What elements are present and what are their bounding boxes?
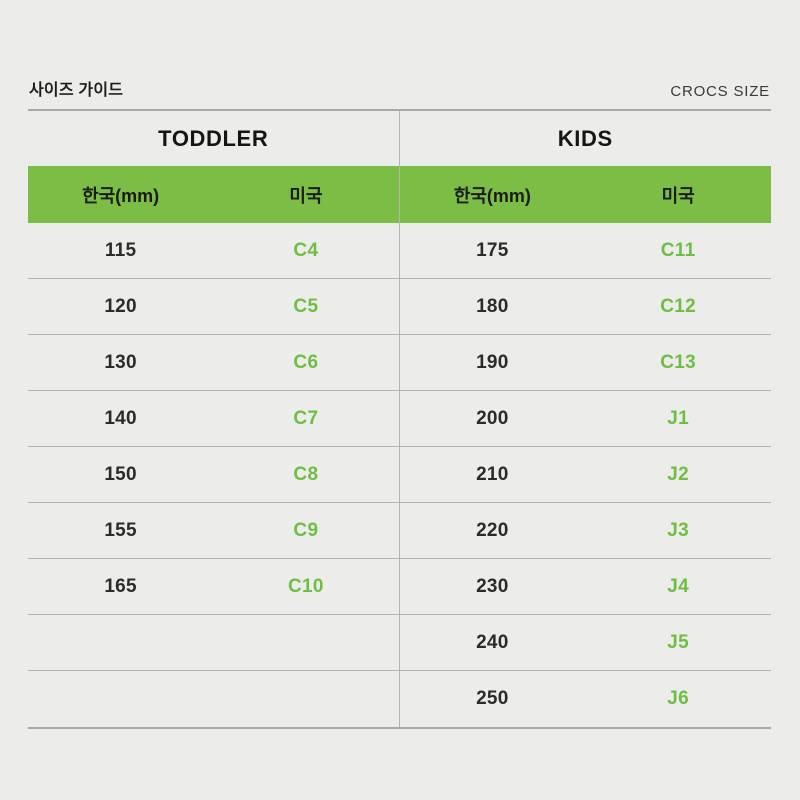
table-row: 240 J5: [399, 615, 771, 671]
table-row: 230 J4: [399, 559, 771, 615]
kr-size-cell: 130: [104, 351, 137, 373]
kr-size-cell: 140: [104, 407, 137, 429]
us-size-cell: J1: [667, 407, 689, 429]
table-row: 250 J6: [400, 671, 772, 727]
us-size-cell: J4: [667, 575, 689, 597]
us-size-cell: C10: [287, 575, 324, 597]
kr-size-cell: 150: [104, 463, 137, 485]
kr-size-cell: 250: [476, 688, 509, 709]
table-row-empty: [28, 671, 399, 727]
table-row: 210 J2: [399, 447, 771, 503]
us-size-cell: C6: [293, 351, 319, 373]
column-header-us: 미국: [289, 185, 323, 206]
kr-size-cell: 120: [104, 295, 137, 317]
us-size-cell: C13: [660, 351, 696, 373]
kr-size-cell: 155: [104, 519, 137, 541]
table-row: 115 C4: [28, 223, 399, 279]
size-table: TODDLER 한국(mm) 미국 115 C4 120 C5 130 C6 1…: [28, 109, 771, 729]
column-header-us: 미국: [661, 185, 695, 206]
kr-size-cell: 115: [104, 239, 137, 261]
us-size-cell: C12: [660, 295, 696, 317]
table-row: 175 C11: [399, 223, 771, 279]
toddler-column-header-row: 한국(mm) 미국: [28, 166, 399, 223]
us-size-cell: [213, 615, 398, 670]
column-header-kr: 한국(mm): [453, 185, 531, 206]
table-row: 150 C8: [28, 447, 399, 503]
section-title-toddler: TODDLER: [158, 125, 269, 151]
column-header-kr: 한국(mm): [82, 185, 160, 206]
us-size-cell: C5: [293, 295, 319, 317]
kids-section: KIDS 한국(mm) 미국 175 C11 180 C12 190 C13 2…: [399, 111, 772, 727]
table-row: 180 C12: [399, 279, 771, 335]
kr-size-cell: 240: [476, 631, 509, 653]
toddler-section: TODDLER 한국(mm) 미국 115 C4 120 C5 130 C6 1…: [28, 111, 400, 727]
table-row: 140 C7: [28, 391, 399, 447]
us-size-cell: C9: [293, 519, 319, 541]
kr-size-cell: 175: [476, 239, 509, 261]
kr-size-cell: 210: [476, 463, 509, 485]
us-size-cell: J2: [667, 463, 689, 485]
us-size-cell: J6: [667, 688, 689, 709]
page-header: 사이즈 가이드 CROCS SIZE: [29, 76, 770, 100]
page-title: 사이즈 가이드: [29, 82, 124, 99]
kids-column-header-row: 한국(mm) 미국: [399, 166, 771, 223]
us-size-cell: C4: [293, 239, 319, 261]
table-row: 120 C5: [28, 279, 399, 335]
kr-size-cell: 190: [476, 351, 509, 373]
table-row: 165 C10: [28, 559, 399, 615]
us-size-cell: J3: [667, 519, 689, 541]
us-size-cell: J5: [667, 631, 689, 653]
table-row: 200 J1: [399, 391, 771, 447]
table-row-empty: [28, 615, 399, 671]
kr-size-cell: 230: [476, 575, 509, 597]
kr-size-cell: [28, 671, 213, 727]
us-size-cell: [213, 671, 398, 727]
table-row: 220 J3: [399, 503, 771, 559]
kr-size-cell: 180: [476, 295, 509, 317]
table-row: 190 C13: [399, 335, 771, 391]
table-row: 130 C6: [28, 335, 399, 391]
kr-size-cell: 200: [476, 407, 509, 429]
us-size-cell: C11: [660, 239, 696, 261]
us-size-cell: C8: [293, 463, 319, 485]
kr-size-cell: 220: [476, 519, 509, 541]
us-size-cell: C7: [293, 407, 319, 429]
kr-size-cell: 165: [104, 575, 137, 597]
section-title-kids: KIDS: [557, 125, 613, 151]
table-row: 155 C9: [28, 503, 399, 559]
brand-label: CROCS SIZE: [670, 83, 770, 100]
kr-size-cell: [28, 615, 213, 670]
